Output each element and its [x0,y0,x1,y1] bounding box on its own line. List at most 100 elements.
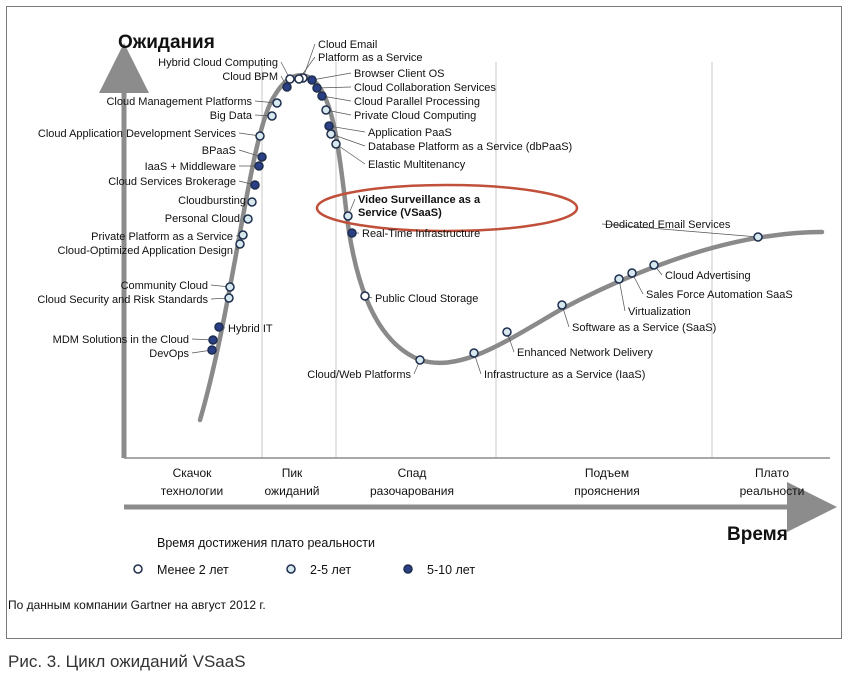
legend-item-5to10: 5-10 лет [427,563,475,577]
technology-marker [627,268,637,278]
technology-label: Cloud Services Brokerage [108,176,236,188]
legend-item-2to5: 2-5 лет [310,563,351,577]
technology-label: Personal Cloud [165,213,240,225]
legend-marker-lt2 [133,564,143,574]
technology-marker [343,211,353,221]
technology-entry: Cloud Parallel Processing [317,91,480,108]
technology-label: Real-Time Infrastructure [362,228,480,240]
leader-line [601,223,759,238]
technology-entry: Elastic Multitenancy [331,139,466,171]
technology-label: Public Cloud Storage [375,293,478,305]
highlight-ellipse [315,183,579,233]
phase-label-5-line2: реальности [740,484,805,498]
leader-line [316,86,352,89]
technology-entry: MDM Solutions in the Cloud [53,334,218,346]
technology-marker [272,98,282,108]
technology-marker [324,121,334,131]
technology-label: Cloud Advertising [665,270,751,282]
technology-label: Cloud-Optimized Application Design [58,245,233,257]
technology-marker [208,335,218,345]
technology-entry: Real-Time Infrastructure [347,228,480,240]
technology-label: Cloud/Web Platforms [307,369,411,381]
technology-label: Software as a Service (SaaS) [572,322,716,334]
technology-entry: Cloud-Optimized Application Design [58,239,245,257]
technology-marker [243,214,253,224]
phase-label-1: Скачок [173,466,213,480]
technology-entry: Video Surveillance as a Service (VSaaS) [343,194,481,221]
technology-entry: Virtualization [614,274,691,318]
technology-label: Elastic Multitenancy [368,159,466,171]
technology-entry: Cloud Services Brokerage [108,176,260,190]
technology-entry: Cloud Management Platforms [106,96,282,108]
technology-label: Hybrid IT [228,323,273,335]
technology-label: Application PaaS [368,127,452,139]
technology-marker [307,75,317,85]
technology-marker [326,129,336,139]
technology-marker [214,322,224,332]
source-note: По данным компании Gartner на август 201… [8,598,266,612]
technology-label: Infrastructure as a Service (IaaS) [484,369,645,381]
legend-item-lt2: Менее 2 лет [157,563,229,577]
leader-line [330,133,366,147]
technology-label: IaaS + Middleware [145,161,236,173]
technology-label: Big Data [210,110,253,122]
technology-label: Cloud Security and Risk Standards [37,294,208,306]
technology-label: Cloud Application Development Services [38,128,237,140]
phase-label-2-line2: ожиданий [265,484,320,498]
technology-entry: Cloud Application Development Services [38,128,265,141]
technology-label: Cloud Parallel Processing [354,96,480,108]
technology-marker [267,111,277,121]
technology-label: Sales Force Automation SaaS [646,289,793,301]
technology-marker [753,232,763,242]
technology-marker [502,327,512,337]
technology-marker [469,348,479,358]
technology-marker [360,291,370,301]
technology-marker [238,230,248,240]
technology-entry: Cloudbursting [178,195,257,207]
technology-entry: Infrastructure as a Service (IaaS) [469,348,645,381]
technology-entry: IaaS + Middleware [145,161,264,173]
technology-label: Browser Client OS [354,68,444,80]
technology-label: BPaaS [202,145,236,157]
technology-entry: Cloud Advertising [649,260,751,282]
technology-label: Enhanced Network Delivery [517,347,653,359]
technology-entry: Hybrid Cloud Computing [158,57,295,84]
technology-label: Database Platform as a Service (dbPaaS) [368,141,572,153]
technology-entry: Cloud BPM [222,71,292,92]
technology-marker [331,139,341,149]
technology-entry: Software as a Service (SaaS) [557,300,716,334]
phase-label-4: Подъем [585,466,629,480]
technology-label: DevOps [149,348,189,360]
phase-label-1-line2: технологии [161,484,223,498]
technology-entry: Private Platform as a Service [91,230,248,243]
technology-entry: Public Cloud Storage [360,291,478,305]
technology-marker [557,300,567,310]
technology-marker [294,74,304,84]
leader-line [311,72,352,81]
legend-marker-5to10 [403,564,413,574]
technology-marker [255,131,265,141]
technology-label: Video Surveillance as a Service (VSaaS) [358,194,481,219]
technology-marker [285,74,295,84]
leader-line [328,125,366,133]
technology-entry: Cloud Security and Risk Standards [37,293,234,306]
technology-marker [235,239,245,249]
technology-entry: Dedicated Email Services [601,219,763,242]
technology-entry: Browser Client OS [307,68,444,85]
technology-entry: Hybrid IT [214,322,273,335]
technology-entry: Cloud/Web Platforms [307,355,425,381]
technology-marker [282,82,292,92]
technology-entry: Community Cloud [121,280,235,292]
technology-entry: Personal Cloud [165,213,253,225]
technology-marker [321,105,331,115]
technology-entry: Database Platform as a Service (dbPaaS) [326,129,572,153]
technology-marker [649,260,659,270]
diagram-frame [6,6,842,639]
legend: Время достижения плато реальности Менее … [133,536,475,577]
technology-label: Virtualization [628,306,691,318]
technology-marker [347,228,357,238]
x-axis-title: Время [727,524,788,545]
technology-label: Dedicated Email Services [605,219,731,231]
leader-line [618,278,626,312]
